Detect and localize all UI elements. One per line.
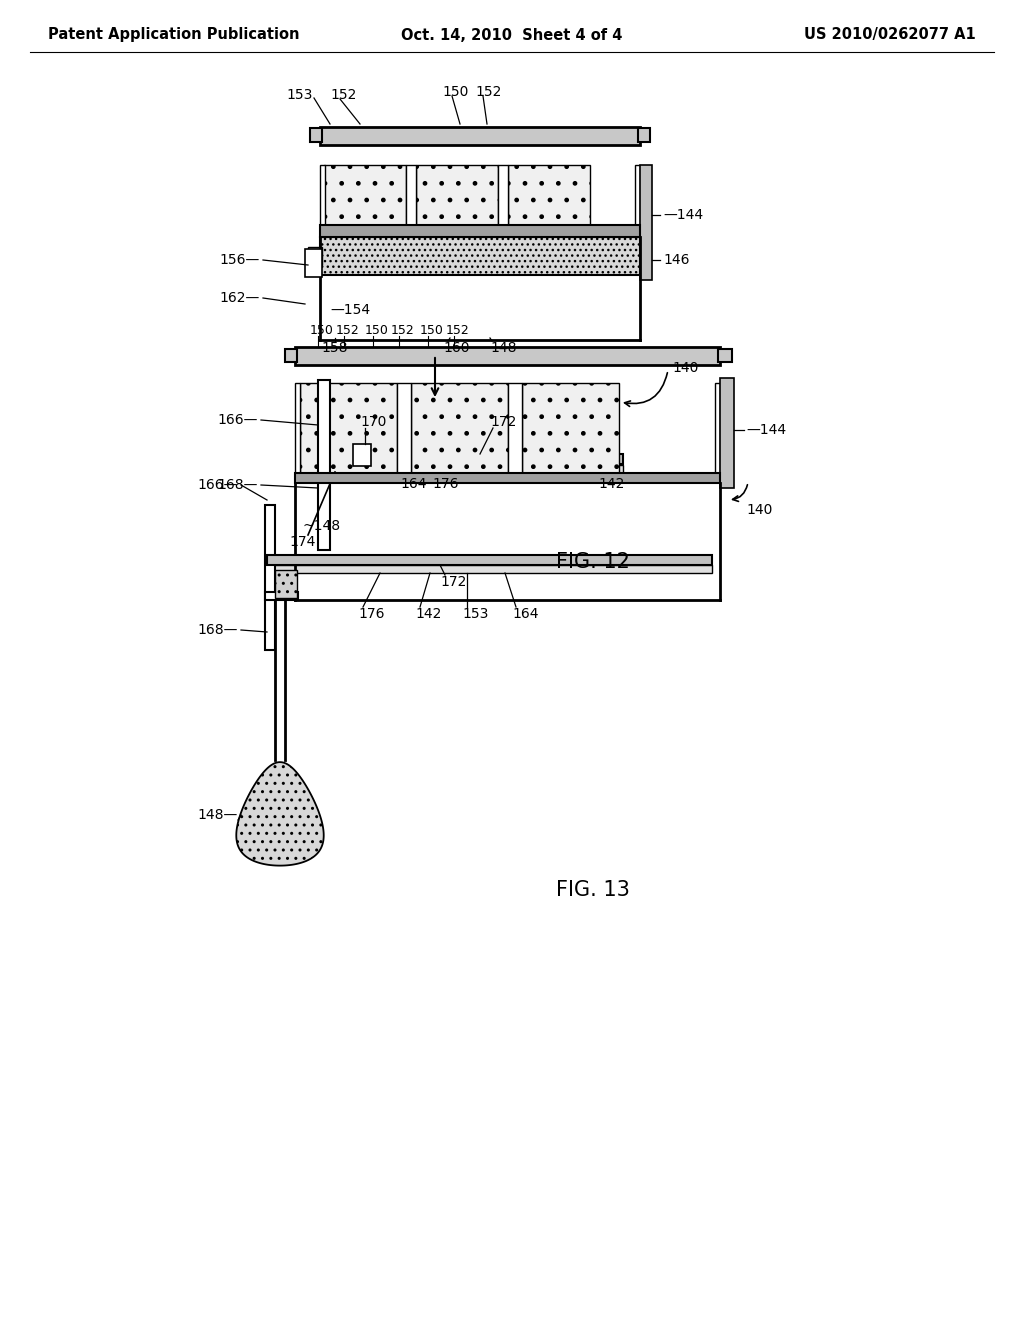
Text: Patent Application Publication: Patent Application Publication	[48, 28, 299, 42]
Bar	[508, 383, 522, 473]
Bar	[319, 224, 640, 238]
Text: 153: 153	[287, 88, 313, 102]
Bar	[720, 378, 734, 488]
Bar	[319, 127, 640, 145]
Bar	[411, 383, 508, 473]
Text: 153: 153	[462, 607, 488, 620]
Text: 176: 176	[358, 607, 384, 620]
Bar	[275, 570, 297, 598]
Text: 160: 160	[443, 341, 469, 355]
Text: 166—: 166—	[198, 478, 238, 492]
Text: —154: —154	[330, 304, 370, 317]
Bar	[305, 249, 322, 277]
Text: 148: 148	[490, 341, 516, 355]
Text: 168—: 168—	[198, 623, 238, 638]
Text: 150: 150	[442, 84, 468, 99]
Text: 150: 150	[365, 323, 389, 337]
Text: 170: 170	[360, 414, 386, 429]
Text: —144: —144	[746, 422, 786, 437]
Bar	[406, 165, 416, 224]
Bar	[319, 238, 640, 275]
Bar	[353, 465, 623, 473]
Bar	[353, 454, 623, 465]
Bar	[324, 165, 406, 224]
Text: 172: 172	[440, 576, 466, 589]
Bar	[295, 383, 300, 473]
Bar	[265, 506, 275, 649]
Text: 142: 142	[415, 607, 441, 620]
Text: 162—: 162—	[220, 290, 260, 305]
Bar	[715, 383, 720, 473]
Bar	[295, 473, 720, 483]
Text: 168—: 168—	[218, 478, 258, 492]
Bar	[498, 165, 508, 224]
Text: 164: 164	[400, 477, 427, 491]
Bar	[267, 554, 712, 565]
Text: 176: 176	[432, 477, 459, 491]
Text: 164: 164	[512, 607, 539, 620]
Bar	[508, 165, 590, 224]
Text: 174: 174	[290, 535, 316, 549]
Bar	[416, 165, 498, 224]
Text: 148—: 148—	[198, 808, 238, 822]
Text: Oct. 14, 2010  Sheet 4 of 4: Oct. 14, 2010 Sheet 4 of 4	[401, 28, 623, 42]
Text: 152: 152	[391, 323, 415, 337]
Text: FIG. 12: FIG. 12	[556, 552, 630, 572]
Polygon shape	[237, 762, 324, 866]
Bar	[353, 444, 371, 466]
Text: 152: 152	[475, 84, 502, 99]
Text: FIG. 13: FIG. 13	[556, 880, 630, 900]
Text: ~148: ~148	[303, 519, 341, 533]
Bar	[319, 165, 325, 224]
Bar	[308, 247, 322, 265]
Bar	[265, 591, 298, 601]
Bar	[522, 383, 618, 473]
Bar	[267, 565, 712, 573]
Bar	[640, 165, 652, 280]
Text: US 2010/0262077 A1: US 2010/0262077 A1	[804, 28, 976, 42]
Bar	[295, 347, 720, 366]
Text: 166—: 166—	[218, 413, 258, 426]
Bar	[285, 348, 297, 362]
Bar	[397, 383, 411, 473]
Text: 152: 152	[336, 323, 359, 337]
Bar	[298, 486, 717, 597]
Text: 152: 152	[330, 88, 356, 102]
Text: 172: 172	[490, 414, 516, 429]
Bar	[310, 128, 322, 143]
Text: 156—: 156—	[220, 253, 260, 267]
Bar	[300, 383, 397, 473]
Text: —144: —144	[663, 209, 703, 222]
Text: 152: 152	[446, 323, 470, 337]
Text: 158: 158	[322, 341, 348, 355]
Text: 150: 150	[420, 323, 443, 337]
Bar	[318, 380, 330, 550]
Text: 140: 140	[672, 360, 698, 375]
Bar	[638, 128, 650, 143]
Text: 150: 150	[310, 323, 334, 337]
Text: 142: 142	[598, 477, 625, 491]
Bar	[635, 165, 640, 224]
Bar	[718, 348, 732, 362]
Bar	[322, 277, 638, 338]
Text: 140: 140	[746, 503, 772, 517]
Text: 146: 146	[663, 253, 689, 267]
